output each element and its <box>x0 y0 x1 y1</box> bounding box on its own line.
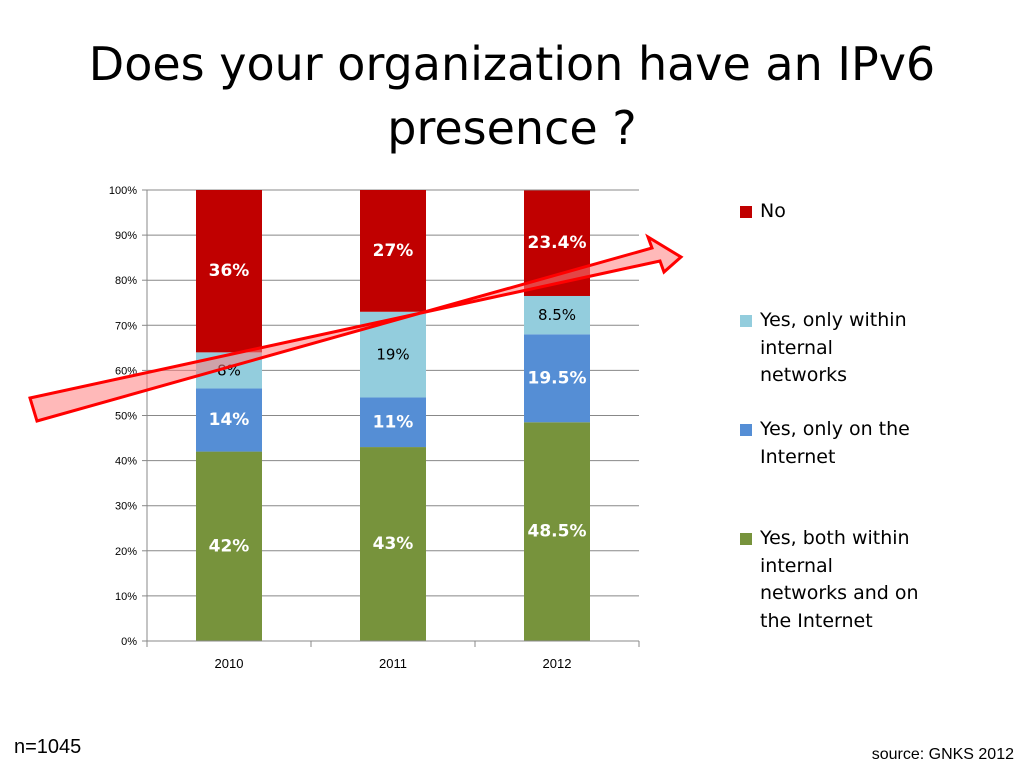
legend-label-internal-only: Yes, only within internal networks <box>760 309 907 386</box>
x-tick-label: 2011 <box>379 656 407 671</box>
bar-segment <box>524 422 590 641</box>
trend-arrow-layer <box>28 233 684 423</box>
x-axis-ticks: 2010 2011 2012 <box>146 641 640 671</box>
bar-segment <box>524 334 590 423</box>
data-label: 8.5% <box>538 306 576 324</box>
y-tick-label: 50% <box>115 411 137 423</box>
slide-title: Does your organization have an IPv6 pres… <box>88 37 936 155</box>
legend-swatch-internal-only <box>740 315 752 327</box>
data-label: 43% <box>373 534 414 554</box>
x-tick-label: 2010 <box>215 656 244 671</box>
chart-axes <box>146 190 639 642</box>
legend-item-no: No <box>740 198 940 226</box>
y-tick-label: 40% <box>115 456 137 468</box>
data-label: 14% <box>209 410 250 430</box>
bar-segment <box>360 447 426 641</box>
bar-segment <box>360 190 426 312</box>
chart-bars: 42%14%8%36%43%11%19%27%48.5%19.5%8.5%23.… <box>196 190 590 641</box>
data-label: 42% <box>209 536 250 556</box>
x-tick-label: 2012 <box>543 656 572 671</box>
y-tick-label: 100% <box>109 185 137 197</box>
sample-size-label: n=1045 <box>14 736 82 758</box>
legend-item-internal-only: Yes, only within internal networks <box>740 307 940 390</box>
legend-item-both: Yes, both within internal networks and o… <box>740 525 940 635</box>
y-tick-label: 30% <box>115 501 137 513</box>
stacked-bar-chart: 0%10%20%30%40%50%60%70%80%90%100% 42%14%… <box>28 185 684 671</box>
data-label: 48.5% <box>528 522 587 542</box>
y-tick-label: 90% <box>115 230 137 242</box>
y-tick-label: 0% <box>121 636 137 648</box>
legend-label-no: No <box>760 200 786 222</box>
bar-segment <box>524 295 590 335</box>
bar-segment <box>360 397 426 448</box>
data-label: 27% <box>373 241 414 261</box>
trend-arrow <box>28 233 684 423</box>
legend-swatch-internet-only <box>740 424 752 436</box>
y-axis-ticks: 0%10%20%30%40%50%60%70%80%90%100% <box>109 185 147 648</box>
data-label: 11% <box>373 412 414 432</box>
legend-swatch-no <box>740 206 752 218</box>
bar-segment <box>196 451 262 641</box>
data-label: 36% <box>209 261 250 281</box>
y-tick-label: 10% <box>115 591 137 603</box>
legend-label-internet-only: Yes, only on the Internet <box>760 418 910 468</box>
source-label: source: GNKS 2012 <box>871 746 1014 763</box>
data-label: 23.4% <box>528 233 587 253</box>
y-tick-label: 70% <box>115 320 137 332</box>
y-tick-label: 20% <box>115 546 137 558</box>
legend-item-internet-only: Yes, only on the Internet <box>740 416 940 471</box>
data-label: 19.5% <box>528 368 587 388</box>
data-label: 19% <box>376 346 409 364</box>
bar-segment <box>196 388 262 452</box>
bar-segment <box>196 190 262 353</box>
legend-swatch-both <box>740 533 752 545</box>
y-tick-label: 80% <box>115 275 137 287</box>
legend-label-both: Yes, both within internal networks and o… <box>760 527 919 632</box>
